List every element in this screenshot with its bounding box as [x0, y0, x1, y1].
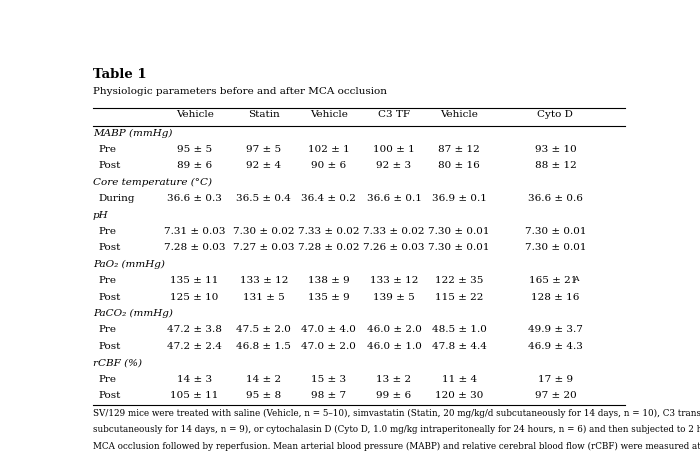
Text: 47.2 ± 3.8: 47.2 ± 3.8 [167, 325, 222, 334]
Text: 7.31 ± 0.03: 7.31 ± 0.03 [164, 227, 225, 236]
Text: A: A [573, 275, 579, 283]
Text: Post: Post [98, 293, 120, 302]
Text: 92 ± 4: 92 ± 4 [246, 161, 281, 170]
Text: 47.0 ± 2.0: 47.0 ± 2.0 [302, 342, 356, 351]
Text: 128 ± 16: 128 ± 16 [531, 293, 580, 302]
Text: During: During [98, 194, 135, 203]
Text: MCA occlusion followed by reperfusion. Mean arterial blood pressure (MABP) and r: MCA occlusion followed by reperfusion. M… [93, 442, 700, 451]
Text: 49.9 ± 3.7: 49.9 ± 3.7 [528, 325, 583, 334]
Text: Pre: Pre [98, 227, 116, 236]
Text: 36.6 ± 0.6: 36.6 ± 0.6 [528, 194, 583, 203]
Text: 133 ± 12: 133 ± 12 [239, 276, 288, 285]
Text: 99 ± 6: 99 ± 6 [377, 391, 412, 400]
Text: 11 ± 4: 11 ± 4 [442, 375, 477, 384]
Text: 7.27 ± 0.03: 7.27 ± 0.03 [233, 243, 295, 252]
Text: 80 ± 16: 80 ± 16 [438, 161, 480, 170]
Text: 36.5 ± 0.4: 36.5 ± 0.4 [237, 194, 291, 203]
Text: Table 1: Table 1 [93, 68, 146, 81]
Text: 48.5 ± 1.0: 48.5 ± 1.0 [432, 325, 486, 334]
Text: 92 ± 3: 92 ± 3 [377, 161, 412, 170]
Text: 93 ± 10: 93 ± 10 [535, 145, 576, 154]
Text: Statin: Statin [248, 110, 280, 119]
Text: pH: pH [93, 211, 108, 220]
Text: Pre: Pre [98, 325, 116, 334]
Text: rCBF (%): rCBF (%) [93, 358, 142, 367]
Text: 46.0 ± 1.0: 46.0 ± 1.0 [367, 342, 421, 351]
Text: 135 ± 11: 135 ± 11 [171, 276, 219, 285]
Text: 105 ± 11: 105 ± 11 [171, 391, 219, 400]
Text: 46.0 ± 2.0: 46.0 ± 2.0 [367, 325, 421, 334]
Text: 95 ± 8: 95 ± 8 [246, 391, 281, 400]
Text: Vehicle: Vehicle [440, 110, 478, 119]
Text: 7.30 ± 0.01: 7.30 ± 0.01 [525, 243, 586, 252]
Text: C3 TF: C3 TF [378, 110, 410, 119]
Text: MABP (mmHg): MABP (mmHg) [93, 129, 172, 138]
Text: 122 ± 35: 122 ± 35 [435, 276, 483, 285]
Text: 138 ± 9: 138 ± 9 [308, 276, 350, 285]
Text: 47.2 ± 2.4: 47.2 ± 2.4 [167, 342, 222, 351]
Text: 133 ± 12: 133 ± 12 [370, 276, 418, 285]
Text: 15 ± 3: 15 ± 3 [312, 375, 346, 384]
Text: Post: Post [98, 391, 120, 400]
Text: 14 ± 3: 14 ± 3 [177, 375, 212, 384]
Text: 89 ± 6: 89 ± 6 [177, 161, 212, 170]
Text: 139 ± 5: 139 ± 5 [373, 293, 415, 302]
Text: 131 ± 5: 131 ± 5 [243, 293, 285, 302]
Text: 87 ± 12: 87 ± 12 [438, 145, 480, 154]
Text: 98 ± 7: 98 ± 7 [312, 391, 346, 400]
Text: 100 ± 1: 100 ± 1 [373, 145, 415, 154]
Text: 7.33 ± 0.02: 7.33 ± 0.02 [363, 227, 425, 236]
Text: Cyto D: Cyto D [538, 110, 573, 119]
Text: 47.8 ± 4.4: 47.8 ± 4.4 [432, 342, 486, 351]
Text: Pre: Pre [98, 276, 116, 285]
Text: 165 ± 21: 165 ± 21 [528, 276, 577, 285]
Text: 95 ± 5: 95 ± 5 [177, 145, 212, 154]
Text: 36.6 ± 0.1: 36.6 ± 0.1 [367, 194, 421, 203]
Text: SV/129 mice were treated with saline (Vehicle, n = 5–10), simvastatin (Statin, 2: SV/129 mice were treated with saline (Ve… [93, 409, 700, 418]
Text: 7.30 ± 0.01: 7.30 ± 0.01 [525, 227, 586, 236]
Text: 47.5 ± 2.0: 47.5 ± 2.0 [237, 325, 291, 334]
Text: PaO₂ (mmHg): PaO₂ (mmHg) [93, 260, 164, 269]
Text: PaCO₂ (mmHg): PaCO₂ (mmHg) [93, 309, 173, 318]
Text: 14 ± 2: 14 ± 2 [246, 375, 281, 384]
Text: Core temperature (°C): Core temperature (°C) [93, 178, 212, 187]
Text: Vehicle: Vehicle [176, 110, 214, 119]
Text: 90 ± 6: 90 ± 6 [312, 161, 346, 170]
Text: Physiologic parameters before and after MCA occlusion: Physiologic parameters before and after … [93, 87, 387, 96]
Text: Pre: Pre [98, 375, 116, 384]
Text: 46.9 ± 4.3: 46.9 ± 4.3 [528, 342, 583, 351]
Text: Post: Post [98, 342, 120, 351]
Text: Vehicle: Vehicle [310, 110, 348, 119]
Text: 7.30 ± 0.02: 7.30 ± 0.02 [233, 227, 295, 236]
Text: 36.6 ± 0.3: 36.6 ± 0.3 [167, 194, 222, 203]
Text: Post: Post [98, 243, 120, 252]
Text: 47.0 ± 4.0: 47.0 ± 4.0 [302, 325, 356, 334]
Text: 125 ± 10: 125 ± 10 [171, 293, 219, 302]
Text: 36.4 ± 0.2: 36.4 ± 0.2 [302, 194, 356, 203]
Text: Pre: Pre [98, 145, 116, 154]
Text: 7.28 ± 0.02: 7.28 ± 0.02 [298, 243, 360, 252]
Text: 135 ± 9: 135 ± 9 [308, 293, 350, 302]
Text: 7.30 ± 0.01: 7.30 ± 0.01 [428, 243, 490, 252]
Text: 36.9 ± 0.1: 36.9 ± 0.1 [432, 194, 486, 203]
Text: 102 ± 1: 102 ± 1 [308, 145, 350, 154]
Text: 7.30 ± 0.01: 7.30 ± 0.01 [428, 227, 490, 236]
Text: Post: Post [98, 161, 120, 170]
Text: 17 ± 9: 17 ± 9 [538, 375, 573, 384]
Text: 120 ± 30: 120 ± 30 [435, 391, 483, 400]
Text: 13 ± 2: 13 ± 2 [377, 375, 412, 384]
Text: 97 ± 5: 97 ± 5 [246, 145, 281, 154]
Text: 7.26 ± 0.03: 7.26 ± 0.03 [363, 243, 425, 252]
Text: 97 ± 20: 97 ± 20 [535, 391, 576, 400]
Text: 88 ± 12: 88 ± 12 [535, 161, 576, 170]
Text: subcutaneously for 14 days, n = 9), or cytochalasin D (Cyto D, 1.0 mg/kg intrape: subcutaneously for 14 days, n = 9), or c… [93, 425, 700, 434]
Text: 7.28 ± 0.03: 7.28 ± 0.03 [164, 243, 225, 252]
Text: 7.33 ± 0.02: 7.33 ± 0.02 [298, 227, 360, 236]
Text: 46.8 ± 1.5: 46.8 ± 1.5 [237, 342, 291, 351]
Text: 115 ± 22: 115 ± 22 [435, 293, 483, 302]
